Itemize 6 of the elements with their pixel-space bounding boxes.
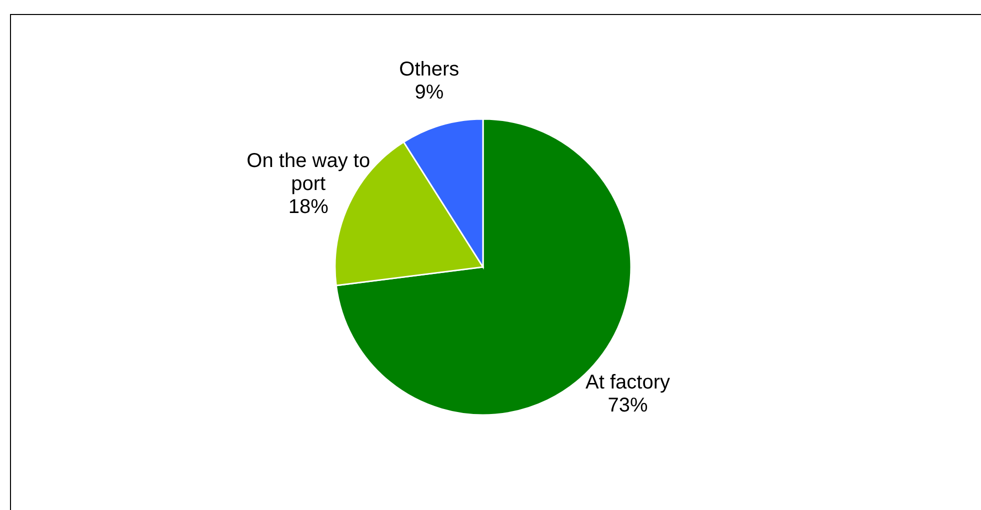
slice-label: Others xyxy=(399,58,460,80)
slice-label: At factory xyxy=(586,371,670,394)
data-label: 18% xyxy=(288,196,329,218)
slice-label: On the way to port xyxy=(246,150,370,196)
data-label: 9% xyxy=(414,81,444,104)
data-label: 73% xyxy=(608,394,648,416)
